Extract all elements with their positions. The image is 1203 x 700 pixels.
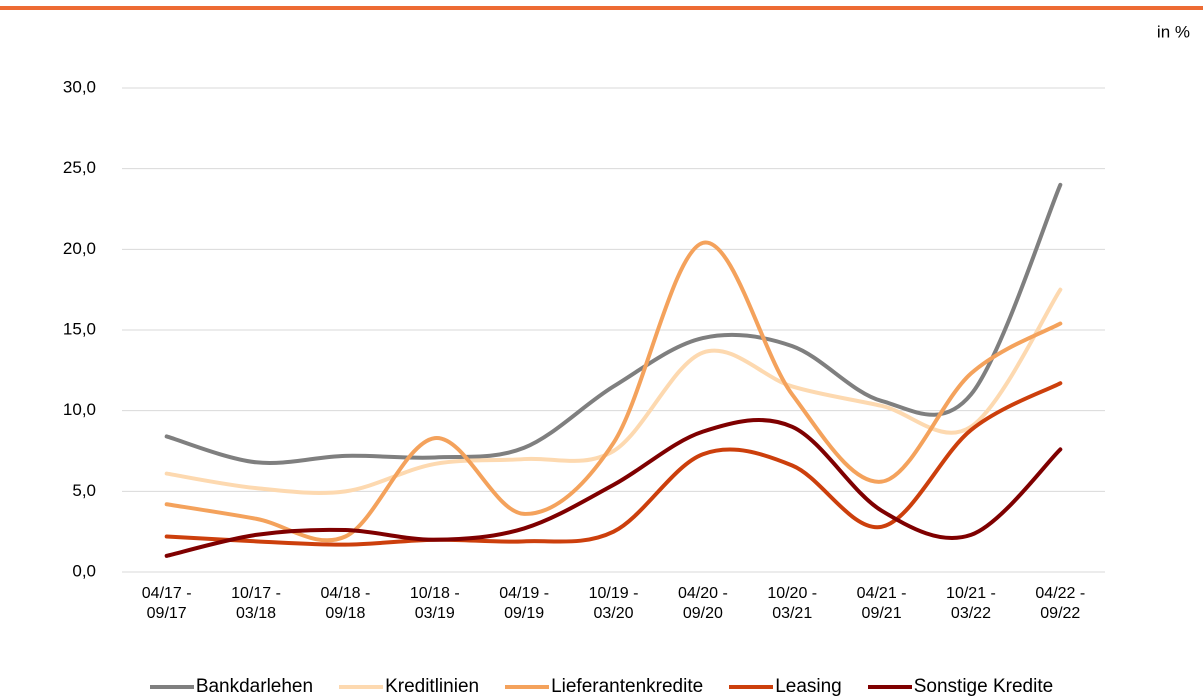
legend-label: Bankdarlehen: [195, 676, 314, 697]
legend-label: Lieferantenkredite: [551, 676, 704, 697]
y-tick-label: 5,0: [72, 481, 96, 500]
x-tick-label: 04/22 - 09/22: [1035, 585, 1086, 622]
x-tick-label: 04/19 - 09/19: [499, 585, 550, 622]
legend-swatch: [149, 685, 194, 689]
y-tick-label: 20,0: [63, 239, 96, 258]
y-tick-label: 15,0: [63, 319, 96, 338]
legend-item: Kreditlinien: [339, 676, 479, 698]
legend-item: Bankdarlehen: [149, 676, 314, 698]
legend-swatch: [867, 685, 912, 689]
legend-item: Leasing: [729, 676, 842, 698]
legend-item: Sonstige Kredite: [867, 676, 1054, 698]
x-tick-label: 04/17 - 09/17: [141, 585, 192, 622]
x-tick-label: 10/19 - 03/20: [588, 585, 639, 622]
legend-label: Leasing: [775, 676, 842, 697]
y-tick-label: 30,0: [63, 77, 96, 96]
legend-label: Sonstige Kredite: [913, 676, 1054, 697]
x-tick-label: 10/18 - 03/19: [409, 585, 460, 622]
x-tick-label: 04/20 - 09/20: [677, 585, 728, 622]
y-tick-label: 10,0: [63, 400, 96, 419]
legend-swatch: [339, 685, 384, 689]
x-tick-label: 10/21 - 03/22: [946, 585, 996, 622]
legend-swatch: [505, 685, 550, 689]
series-line: [164, 418, 1063, 558]
unit-label: in %: [1157, 22, 1190, 41]
x-tick-label: 04/21 - 09/21: [856, 585, 907, 622]
legend-item: Lieferantenkredite: [505, 676, 703, 698]
legend: Bankdarlehen Kreditlinien Lieferantenkredi…: [0, 676, 1203, 698]
y-tick-label: 25,0: [63, 158, 96, 177]
x-tick-label: 10/17 - 03/18: [231, 585, 281, 622]
series-line: [164, 182, 1063, 465]
top-bar: [0, 6, 1203, 10]
x-tick-label: 10/20 - 03/21: [767, 585, 818, 622]
legend-label: Kreditlinien: [385, 676, 480, 697]
x-tick-label: 04/18 - 09/18: [320, 585, 371, 622]
y-tick-label: 0,0: [72, 561, 96, 580]
series-line: [164, 287, 1063, 495]
series-line: [164, 240, 1063, 543]
legend-swatch: [729, 685, 774, 689]
series-line: [164, 381, 1063, 547]
